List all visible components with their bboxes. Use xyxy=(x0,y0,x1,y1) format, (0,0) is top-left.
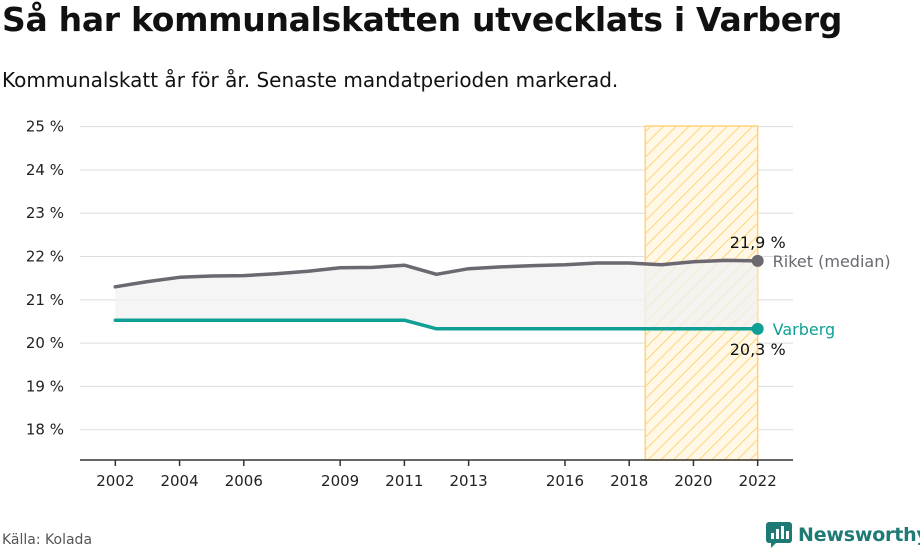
series-name-label: Varberg xyxy=(773,320,836,339)
brand-name: Newsworthy xyxy=(798,524,920,546)
x-tick-labels: 2002 2004 2006 2009 2011 2013 2016 2018 2020 2022 xyxy=(96,472,777,490)
series-gap-band xyxy=(115,260,758,329)
series-end-point xyxy=(751,322,764,335)
series-end-point xyxy=(751,254,764,267)
x-tick-label: 2004 xyxy=(160,472,198,490)
x-tick-label: 2016 xyxy=(546,472,584,490)
x-tick-label: 2020 xyxy=(674,472,712,490)
y-tick-label: 25 % xyxy=(26,118,64,136)
newsworthy-logo-icon xyxy=(766,522,792,548)
y-tick-label: 23 % xyxy=(26,204,64,222)
series-value-label: 21,9 % xyxy=(730,233,786,252)
x-tick-label: 2018 xyxy=(610,472,648,490)
x-tick-label: 2009 xyxy=(321,472,359,490)
brand-logo: Newsworthy xyxy=(766,520,920,550)
source-note: Källa: Kolada xyxy=(2,532,93,548)
series-name-label: Riket (median) xyxy=(773,252,891,271)
y-tick-labels: 18 % 19 % 20 % 21 % 22 % 23 % 24 % 25 % xyxy=(26,118,64,439)
y-tick-label: 18 % xyxy=(26,421,64,439)
series-line xyxy=(113,258,760,289)
series-value-label: 20,3 % xyxy=(730,340,786,359)
x-tick-label: 2013 xyxy=(450,472,488,490)
x-tick-label: 2006 xyxy=(225,472,263,490)
chart-subtitle: Kommunalskatt år för år. Senaste mandatp… xyxy=(2,68,619,92)
series-gap-fill xyxy=(115,260,758,329)
y-tick-label: 19 % xyxy=(26,377,64,395)
x-tick-label: 2011 xyxy=(385,472,423,490)
series-lines xyxy=(113,254,764,335)
axes xyxy=(80,459,793,466)
y-tick-label: 20 % xyxy=(26,334,64,352)
chart-title: Så har kommunalskatten utvecklats i Varb… xyxy=(2,0,843,39)
x-tick-label: 2022 xyxy=(739,472,777,490)
y-tick-label: 22 % xyxy=(26,248,64,266)
series-line xyxy=(113,318,760,331)
y-tick-label: 21 % xyxy=(26,291,64,309)
x-tick-label: 2002 xyxy=(96,472,134,490)
y-tick-label: 24 % xyxy=(26,161,64,179)
